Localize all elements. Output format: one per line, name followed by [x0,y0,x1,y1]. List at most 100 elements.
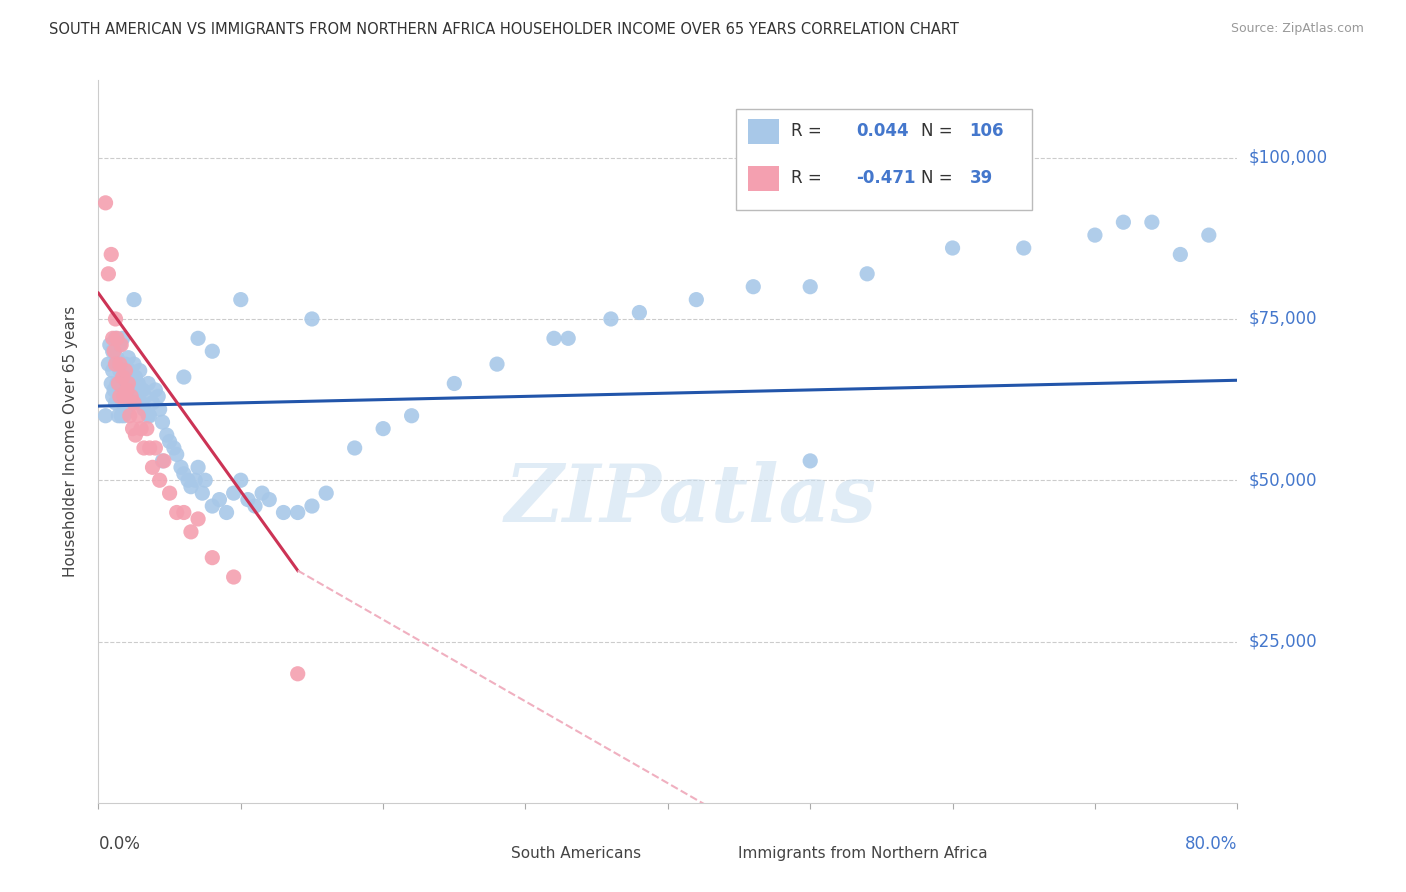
Point [187,331,209,345]
Point [112,389,135,403]
Point [104,331,127,345]
Point [187,460,209,475]
Point [135,422,157,436]
Point [145,383,167,397]
Point [136,409,159,423]
Point [120,376,142,391]
Point [124,428,146,442]
Point [105,351,128,365]
Point [111,357,134,371]
Point [685,293,707,307]
Point [557,331,579,345]
FancyBboxPatch shape [737,109,1032,211]
Point [373,422,395,436]
Bar [474,840,503,866]
Point [148,389,170,403]
Point [149,473,172,487]
Point [141,460,163,475]
Point [187,512,209,526]
Point [98,338,121,352]
Point [114,389,136,403]
Point [236,492,259,507]
Point [110,409,132,423]
Point [122,383,145,397]
Point [100,247,122,261]
Point [1012,241,1035,255]
Text: $75,000: $75,000 [1249,310,1317,328]
Point [100,376,122,391]
Point [127,376,149,391]
Point [250,486,273,500]
Point [131,383,153,397]
Point [180,480,202,494]
Point [115,383,138,397]
Point [112,376,135,391]
Point [114,363,136,377]
Text: -0.471: -0.471 [856,169,915,186]
Point [173,370,195,384]
Point [124,370,146,384]
Text: $100,000: $100,000 [1249,149,1327,167]
Point [101,389,124,403]
Point [120,389,142,403]
Point [159,486,181,500]
Point [117,383,139,397]
Point [94,409,117,423]
Point [101,363,124,377]
Text: R =: R = [790,122,827,140]
Point [138,409,160,423]
Point [122,396,145,410]
Point [132,441,155,455]
Point [287,666,309,681]
Point [122,293,145,307]
Point [101,331,124,345]
Point [1084,228,1107,243]
Point [107,383,129,397]
Point [799,279,821,293]
Point [170,460,193,475]
Point [173,506,195,520]
Point [401,409,423,423]
Point [443,376,465,391]
Point [108,338,131,352]
Point [1112,215,1135,229]
Point [243,499,266,513]
Point [104,396,127,410]
Point [94,195,117,210]
Point [128,363,150,377]
Text: 0.044: 0.044 [856,122,908,140]
Point [1170,247,1192,261]
Point [121,396,143,410]
Point [107,357,129,371]
Point [122,357,145,371]
Point [136,376,159,391]
Point [118,389,141,403]
Point [134,389,156,403]
Point [156,428,179,442]
Point [201,344,224,359]
Point [117,351,139,365]
Point [942,241,965,255]
Point [742,279,765,293]
Point [103,383,125,397]
Text: 80.0%: 80.0% [1185,835,1237,854]
Point [152,454,174,468]
Point [104,357,127,371]
Point [194,473,217,487]
Point [153,454,176,468]
Text: 106: 106 [970,122,1004,140]
Point [1198,228,1220,243]
Point [111,370,134,384]
Point [132,402,155,417]
Text: SOUTH AMERICAN VS IMMIGRANTS FROM NORTHERN AFRICA HOUSEHOLDER INCOME OVER 65 YEA: SOUTH AMERICAN VS IMMIGRANTS FROM NORTHE… [49,22,959,37]
Point [273,506,295,520]
Text: Source: ZipAtlas.com: Source: ZipAtlas.com [1230,22,1364,36]
Point [301,312,323,326]
Point [600,312,623,326]
Point [222,486,245,500]
Point [180,524,202,539]
Point [104,312,127,326]
Point [315,486,337,500]
Point [856,267,879,281]
Text: 0.0%: 0.0% [98,835,141,854]
